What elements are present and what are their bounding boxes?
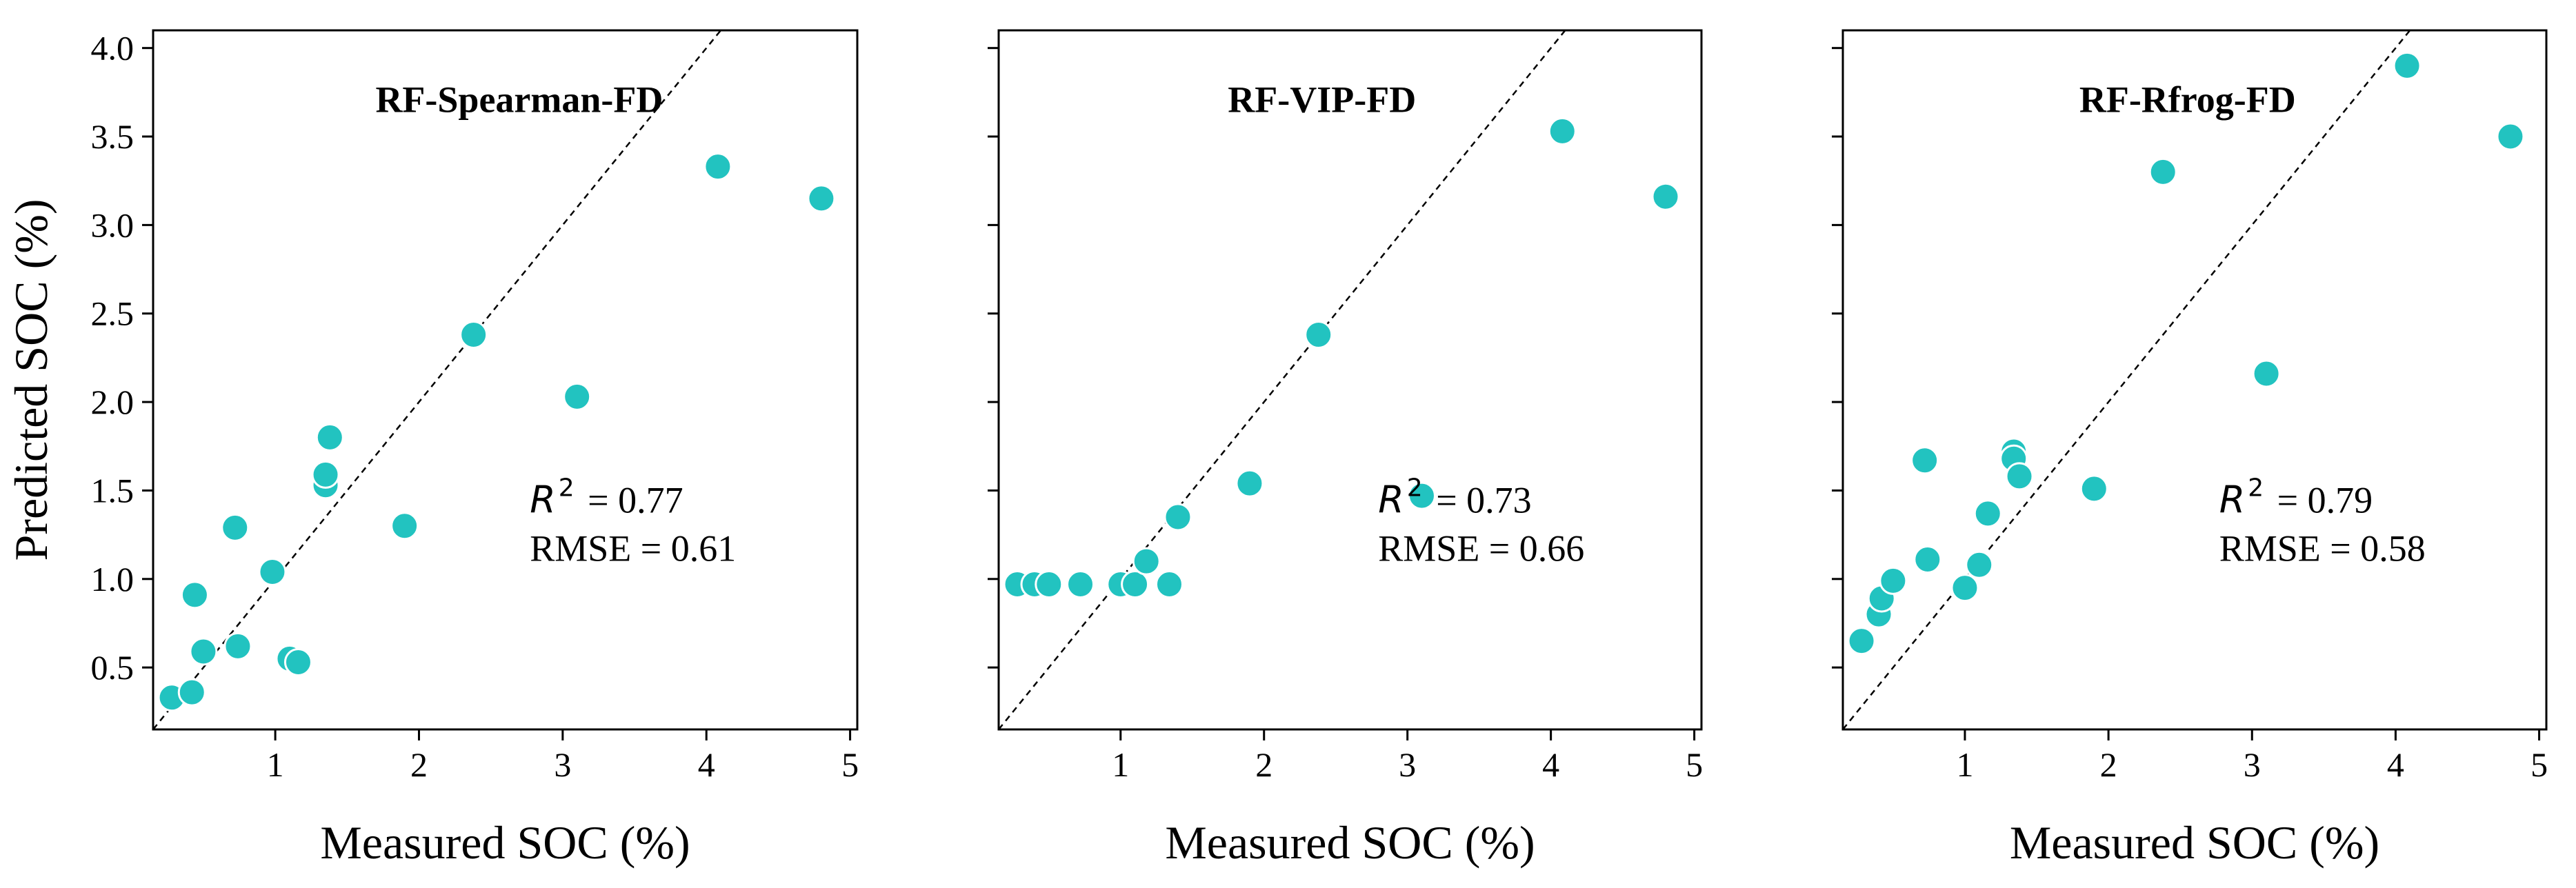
data-point — [1304, 321, 1333, 350]
data-point — [2079, 474, 2108, 503]
x-axis-label: Measured SOC (%) — [2010, 816, 2379, 869]
x-tick-label: 4 — [1542, 745, 1559, 784]
data-point — [180, 581, 209, 609]
x-axis-label: Measured SOC (%) — [1165, 816, 1535, 869]
data-point — [1066, 569, 1095, 598]
x-tick-label: 2 — [1255, 745, 1272, 784]
data-point — [1164, 503, 1192, 532]
data-point — [1407, 481, 1436, 510]
panel-1: 1 2 3 4 5 0.5 1.0 1.5 2.0 2.5 3.0 3.5 4.0 RF-Spearman… — [5, 29, 859, 869]
data-point — [1155, 569, 1184, 598]
data-point — [1913, 545, 1942, 574]
x-tick-label: 5 — [2530, 745, 2548, 784]
y-axis-label: Predicted SOC (%) — [5, 199, 57, 561]
data-point — [221, 513, 250, 542]
panel-title: RF-Spearman-FD — [375, 79, 663, 120]
y-tick-label: 2.5 — [91, 294, 134, 333]
x-tick-label: 2 — [410, 745, 428, 784]
data-point — [2005, 462, 2034, 491]
data-point — [315, 423, 344, 452]
plot-frame — [1841, 29, 2548, 731]
data-point — [563, 382, 592, 411]
rmse-text: RMSE = 0.61 — [530, 528, 736, 569]
panel-title: RF-VIP-FD — [1228, 79, 1416, 120]
data-point — [2393, 51, 2422, 80]
data-point — [1950, 574, 1979, 603]
data-point — [390, 512, 419, 541]
data-point — [1235, 469, 1264, 498]
x-tick-label: 4 — [2387, 745, 2404, 784]
y-tick-label: 2.0 — [91, 383, 134, 421]
x-tick-label: 1 — [267, 745, 284, 784]
data-point — [1965, 550, 1994, 579]
y-tick-label: 0.5 — [91, 648, 134, 687]
y-tick-label: 3.0 — [91, 205, 134, 244]
data-point — [2496, 122, 2525, 151]
x-tick-label: 5 — [841, 745, 859, 784]
y-tick-label: 1.5 — [91, 471, 134, 509]
x-tick-label: 2 — [2100, 745, 2117, 784]
data-point — [1132, 547, 1161, 576]
y-tick-label: 1.0 — [91, 560, 134, 598]
data-point — [807, 184, 836, 213]
x-tick-label: 4 — [698, 745, 715, 784]
rmse-text: RMSE = 0.66 — [1378, 528, 1584, 569]
x-tick-label: 3 — [554, 745, 571, 784]
data-point — [1879, 566, 1908, 595]
data-point — [1651, 182, 1680, 211]
plot-frame — [152, 29, 859, 731]
data-point — [1910, 446, 1939, 475]
x-tick-label: 3 — [1399, 745, 1416, 784]
panel-title: RF-Rfrog-FD — [2079, 79, 2296, 120]
data-point — [258, 558, 287, 587]
x-tick-label: 5 — [1686, 745, 1703, 784]
x-axis-label: Measured SOC (%) — [320, 816, 690, 869]
panel-3: 1 2 3 4 5 RF-Rfrog-FD R 2 = 0.79 RMSE = 0.58 Meas… — [1832, 29, 2548, 869]
data-point — [283, 647, 312, 676]
data-point — [1121, 569, 1150, 598]
data-point — [189, 637, 218, 666]
data-point — [177, 678, 206, 707]
x-tick-label: 1 — [1112, 745, 1129, 784]
data-point — [311, 460, 340, 489]
data-point — [459, 321, 488, 350]
x-tick-label: 3 — [2244, 745, 2261, 784]
data-point — [703, 152, 732, 181]
data-point — [1973, 499, 2002, 528]
data-point — [2148, 157, 2177, 186]
panel-2: 1 2 3 4 5 RF-VIP-FD R 2 = 0.73 RMSE = 0.66 Measur… — [988, 29, 1703, 869]
data-point — [2252, 359, 2281, 388]
data-point — [1035, 569, 1064, 598]
plot-frame — [997, 29, 1703, 731]
data-point — [1847, 627, 1876, 656]
x-tick-label: 1 — [1956, 745, 1973, 784]
rmse-text: RMSE = 0.58 — [2219, 528, 2426, 569]
y-tick-label: 3.5 — [91, 117, 134, 156]
y-tick-label: 4.0 — [91, 29, 134, 68]
data-point — [1548, 117, 1577, 145]
data-point — [223, 632, 252, 660]
